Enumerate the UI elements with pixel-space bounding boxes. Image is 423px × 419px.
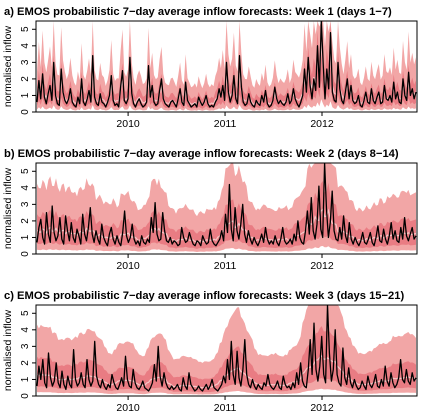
- y-tick-label: 2: [20, 360, 31, 366]
- plot-area: [36, 163, 417, 252]
- y-tick-label: 4: [20, 185, 31, 191]
- x-tick-label: 2011: [214, 118, 237, 130]
- y-tick-label: 0: [20, 393, 31, 399]
- y-tick-label: 2: [20, 76, 31, 82]
- observed-inflow-line: [36, 163, 417, 247]
- y-tick-label: 4: [20, 43, 31, 49]
- y-tick-label: 3: [20, 343, 31, 349]
- chart-panel-3: c) EMOS probabilistic 7−day average infl…: [2, 290, 418, 414]
- x-tick-label: 2010: [116, 260, 140, 272]
- y-tick-label: 4: [20, 327, 31, 333]
- x-tick-label: 2012: [310, 260, 334, 272]
- y-tick-label: 3: [20, 201, 31, 207]
- y-tick-label: 2: [20, 218, 31, 224]
- y-tick-label: 0: [20, 109, 31, 115]
- chart-panel-1: a) EMOS probabilistic 7−day average infl…: [2, 6, 418, 130]
- y-axis-label: normalised inflow: [2, 26, 14, 108]
- chart-panel-2: b) EMOS probabilistic 7−day average infl…: [2, 148, 418, 272]
- y-axis-label: normalised inflow: [2, 310, 14, 392]
- y-tick-label: 0: [20, 251, 31, 257]
- observed-inflow-line: [36, 305, 417, 392]
- plot-frame: [35, 20, 418, 113]
- y-tick-label: 1: [20, 376, 31, 382]
- x-tick-label: 2011: [214, 260, 237, 272]
- y-tick-label: 5: [20, 310, 31, 316]
- panel-title: a) EMOS probabilistic 7−day average infl…: [4, 6, 392, 18]
- panel-title: c) EMOS probabilistic 7−day average infl…: [4, 290, 404, 302]
- plot-frame: [35, 304, 418, 397]
- x-tick-label: 2010: [116, 118, 140, 130]
- observed-inflow-line: [36, 21, 417, 108]
- plot-frame: [35, 162, 418, 255]
- x-tick-label: 2010: [116, 402, 140, 414]
- x-tick-label: 2012: [310, 118, 334, 130]
- x-tick-label: 2011: [214, 402, 237, 414]
- plot-area: [36, 305, 417, 395]
- y-tick-label: 3: [20, 59, 31, 65]
- x-tick-label: 2012: [310, 402, 334, 414]
- plot-area: [36, 21, 417, 111]
- y-axis-label: normalised inflow: [2, 168, 14, 250]
- y-tick-label: 1: [20, 92, 31, 98]
- y-tick-label: 5: [20, 168, 31, 174]
- y-tick-label: 5: [20, 26, 31, 32]
- y-tick-label: 1: [20, 234, 31, 240]
- panel-title: b) EMOS probabilistic 7−day average infl…: [4, 148, 399, 160]
